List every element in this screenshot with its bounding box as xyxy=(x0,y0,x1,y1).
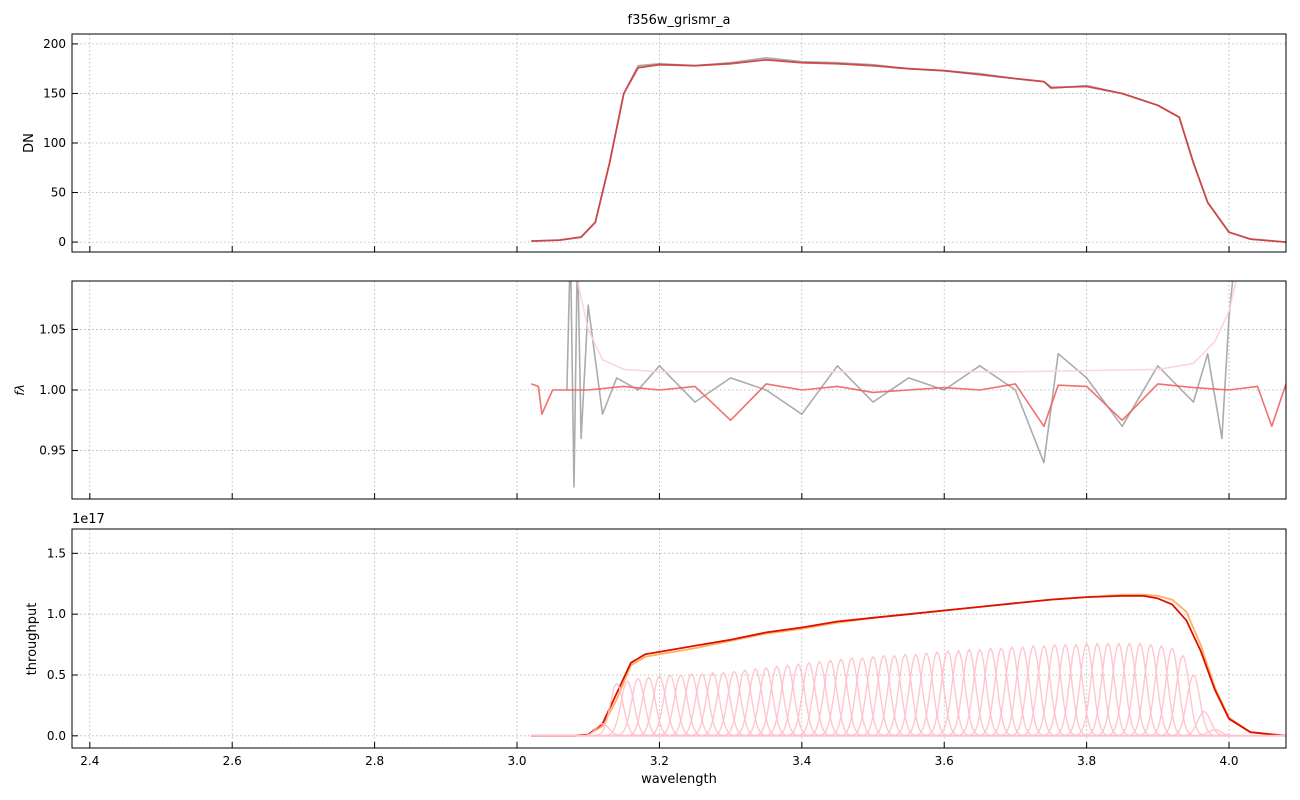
y-tick-label: 1.05 xyxy=(39,322,66,336)
y-tick-label: 1.00 xyxy=(39,383,66,397)
series-group xyxy=(531,593,1286,737)
y-ticks: 0.0 0.5 1.0 1.5 xyxy=(47,546,78,743)
component-curve xyxy=(983,646,1041,737)
y-tick-label: 50 xyxy=(51,186,66,200)
y-tick-label: 150 xyxy=(43,86,66,100)
grid-lines xyxy=(72,281,1286,499)
component-curve xyxy=(972,647,1030,737)
component-curve xyxy=(962,647,1019,737)
plot-frame xyxy=(71,33,1287,253)
data-line xyxy=(531,56,1286,243)
component-curve xyxy=(855,654,913,737)
x-tick-label: 2.4 xyxy=(80,754,99,768)
series-group xyxy=(531,281,1286,488)
component-curve xyxy=(865,654,923,737)
component-curve xyxy=(1154,654,1212,737)
panel-throughput: 2.4 2.6 2.8 3.0 3.2 3.4 3.6 3.8 4.0 0.0 0.5 1.0 1.5… xyxy=(25,512,1287,787)
y-tick-label: 1.5 xyxy=(47,546,66,560)
x-ticks xyxy=(89,246,1230,252)
x-tick-label: 2.6 xyxy=(223,754,242,768)
component-curve xyxy=(1079,642,1137,737)
component-curve xyxy=(1026,643,1084,737)
component-curve xyxy=(1143,647,1201,737)
x-tick-label: 2.8 xyxy=(365,754,384,768)
component-curve xyxy=(1090,642,1148,737)
x-tick-label: 3.0 xyxy=(507,754,526,768)
x-tick-label: 3.2 xyxy=(650,754,669,768)
component-curve xyxy=(930,650,987,737)
component-curve xyxy=(951,648,1009,737)
x-ticks xyxy=(89,493,1230,499)
component-curve xyxy=(1015,645,1073,737)
y-tick-label: 200 xyxy=(43,37,66,51)
envelope-line xyxy=(576,281,1237,373)
x-tick-label: 4.0 xyxy=(1219,754,1238,768)
y-axis-label: throughput xyxy=(25,603,40,676)
plot-frame xyxy=(71,280,1287,500)
x-axis-label: wavelength xyxy=(641,772,717,787)
component-curve xyxy=(1058,642,1116,737)
y-tick-label: 0.5 xyxy=(47,668,66,682)
panel-ratio: 0.95 1.00 1.05 fλ xyxy=(13,280,1287,500)
y-ticks: 0 50 100 150 200 xyxy=(43,37,78,249)
component-curve xyxy=(919,650,977,737)
y-tick-label: 0.95 xyxy=(39,444,66,458)
y-tick-label: 0 xyxy=(58,235,66,249)
y-ticks: 0.95 1.00 1.05 xyxy=(39,322,78,458)
model-line xyxy=(531,58,1286,243)
x-tick-label: 3.4 xyxy=(792,754,811,768)
y-axis-label: DN xyxy=(22,133,37,153)
component-curve xyxy=(1100,642,1158,737)
grid-lines xyxy=(72,34,1286,252)
x-ticks: 2.4 2.6 2.8 3.0 3.2 3.4 3.6 3.8 4.0 xyxy=(80,742,1239,768)
grid-lines xyxy=(72,529,1286,748)
throughput-red-line xyxy=(531,595,1286,737)
component-curve xyxy=(876,653,934,737)
component-curve xyxy=(897,652,955,737)
panel-dn: 0 50 100 150 200 DN xyxy=(22,33,1287,253)
component-curve xyxy=(1068,642,1126,737)
series-group xyxy=(531,56,1286,243)
component-curve xyxy=(1036,643,1094,737)
y-offset-text: 1e17 xyxy=(72,512,105,527)
y-tick-label: 0.0 xyxy=(47,729,66,743)
component-curve xyxy=(1111,642,1169,737)
component-curve xyxy=(887,653,945,737)
plot-frame xyxy=(71,528,1287,749)
y-tick-label: 100 xyxy=(43,136,66,150)
figure-title: f356w_grismr_a xyxy=(628,13,731,28)
component-curve xyxy=(1004,645,1062,737)
model-ratio-line xyxy=(531,383,1286,428)
component-curve xyxy=(908,651,966,737)
component-curve xyxy=(1122,643,1180,737)
component-curve xyxy=(1132,645,1190,737)
component-curve xyxy=(994,646,1051,737)
x-tick-label: 3.6 xyxy=(935,754,954,768)
y-tick-label: 1.0 xyxy=(47,607,66,621)
y-axis-label: fλ xyxy=(13,384,27,395)
component-curve xyxy=(1047,643,1105,737)
component-curve xyxy=(940,648,998,737)
x-tick-label: 3.8 xyxy=(1077,754,1096,768)
